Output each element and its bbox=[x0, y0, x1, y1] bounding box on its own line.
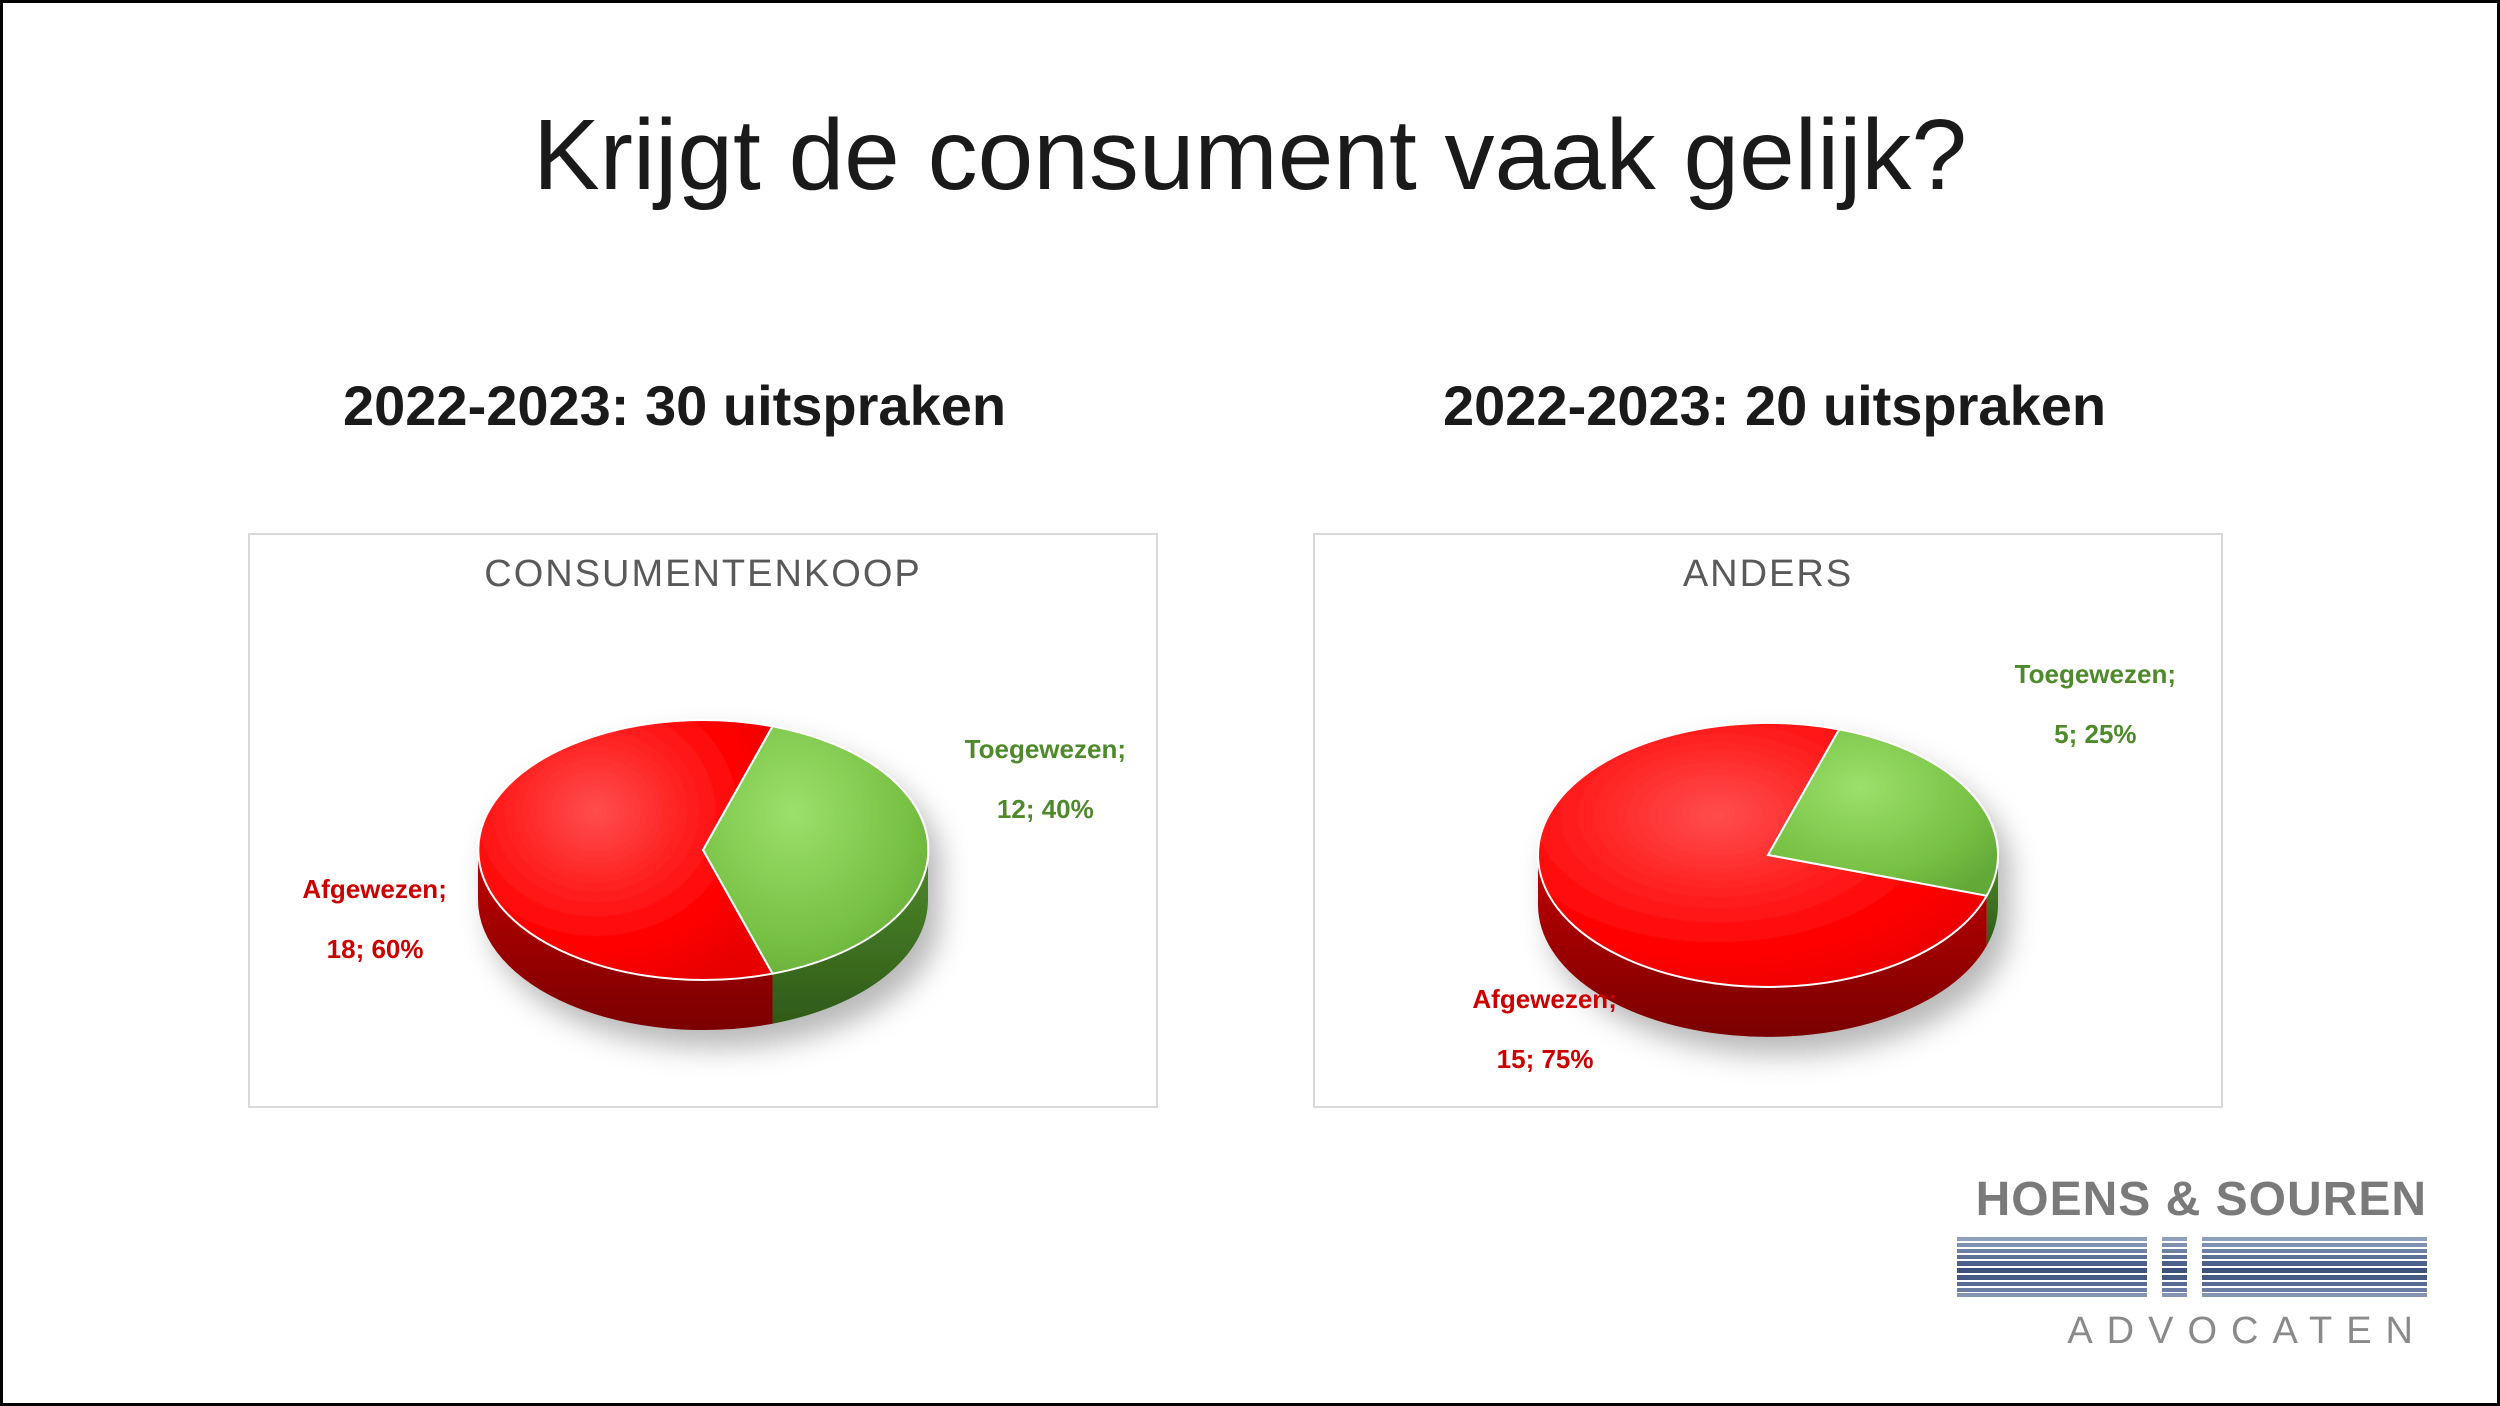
chart-panel-consumentenkoop: CONSUMENTENKOOP bbox=[248, 533, 1158, 1108]
slice-label-text: Afgewezen; bbox=[1472, 984, 1616, 1014]
chart-title-anders: ANDERS bbox=[1315, 553, 2221, 596]
slice-label-text: Toegewezen; bbox=[2015, 659, 2176, 689]
slice-label-toegewezen-right: Toegewezen; 5; 25% bbox=[1971, 630, 2176, 779]
chart-subtitle-consumentenkoop: 2022-2023: 30 uitspraken bbox=[343, 373, 1006, 438]
slice-label-text: Afgewezen; bbox=[302, 874, 446, 904]
chart-subtitle-anders: 2022-2023: 20 uitspraken bbox=[1443, 373, 2106, 438]
slice-label-value: 5; 25% bbox=[2054, 719, 2136, 749]
logo: HOENS & SOUREN bbox=[1957, 1172, 2427, 1353]
slice-label-afgewezen-left: Afgewezen; 18; 60% bbox=[260, 845, 447, 994]
slice-label-text: Toegewezen; bbox=[965, 734, 1126, 764]
slice-label-toegewezen-left: Toegewezen; 12; 40% bbox=[921, 705, 1126, 854]
logo-line-2: ADVOCATEN bbox=[1957, 1310, 2427, 1353]
chart-title-consumentenkoop: CONSUMENTENKOOP bbox=[250, 553, 1156, 596]
page-title: Krijgt de consument vaak gelijk? bbox=[3, 98, 2497, 213]
slide: Krijgt de consument vaak gelijk? 2022-20… bbox=[0, 0, 2500, 1406]
chart-panel-anders: ANDERS bbox=[1313, 533, 2223, 1108]
pie-chart-consumentenkoop bbox=[423, 650, 983, 1080]
logo-line-1: HOENS & SOUREN bbox=[1957, 1172, 2427, 1227]
slice-label-value: 12; 40% bbox=[997, 794, 1094, 824]
slice-label-value: 18; 60% bbox=[327, 934, 424, 964]
logo-stripes-icon bbox=[1957, 1237, 2427, 1297]
slice-label-afgewezen-right: Afgewezen; 15; 75% bbox=[1430, 955, 1617, 1104]
slice-label-value: 15; 75% bbox=[1497, 1044, 1594, 1074]
